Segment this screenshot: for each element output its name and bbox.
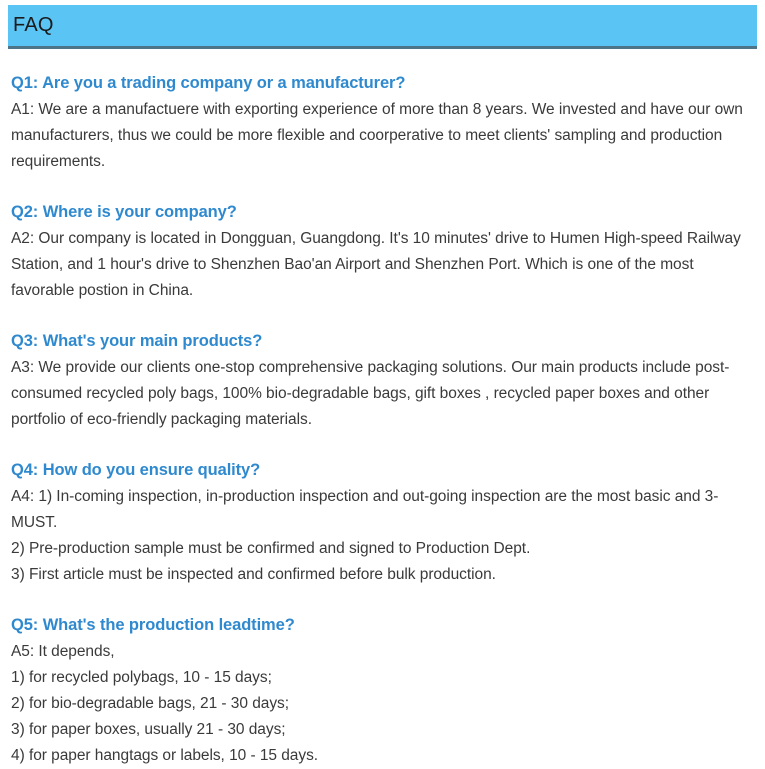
faq-item: Q4: How do you ensure quality? A4: 1) In… [11, 457, 753, 588]
faq-question: Q2: Where is your company? [11, 203, 237, 221]
faq-item: Q5: What's the production leadtime? A5: … [11, 612, 753, 769]
faq-header-banner: FAQ [8, 5, 757, 49]
faq-answer: A4: 1) In-coming inspection, in-producti… [11, 488, 719, 531]
faq-answer-line: 3) for paper boxes, usually 21 - 30 days… [11, 721, 286, 738]
faq-answer-line: 1) for recycled polybags, 10 - 15 days; [11, 669, 272, 686]
faq-answer-line: 2) Pre-production sample must be confirm… [11, 540, 531, 557]
faq-item: Q2: Where is your company? A2: Our compa… [11, 199, 753, 304]
faq-answer-line: 4) for paper hangtags or labels, 10 - 15… [11, 747, 319, 764]
faq-answer-line: 3) First article must be inspected and c… [11, 566, 496, 583]
faq-question: Q1: Are you a trading company or a manuf… [11, 74, 406, 92]
faq-answer: A2: Our company is located in Dongguan, … [11, 230, 741, 299]
faq-answer-line: 2) for bio-degradable bags, 21 - 30 days… [11, 695, 289, 712]
page-title: FAQ [13, 14, 54, 36]
faq-item: Q3: What's your main products? A3: We pr… [11, 328, 753, 433]
faq-page: FAQ Q1: Are you a trading company or a m… [8, 5, 757, 764]
faq-question: Q3: What's your main products? [11, 332, 263, 350]
faq-answer: A5: It depends, [11, 643, 115, 660]
faq-answer: A3: We provide our clients one-stop comp… [11, 359, 730, 428]
faq-question: Q5: What's the production leadtime? [11, 616, 295, 634]
faq-item: Q1: Are you a trading company or a manuf… [11, 70, 753, 175]
faq-answer: A1: We are a manufactuere with exporting… [11, 101, 743, 170]
faq-list: Q1: Are you a trading company or a manuf… [11, 70, 753, 769]
faq-question: Q4: How do you ensure quality? [11, 461, 261, 479]
